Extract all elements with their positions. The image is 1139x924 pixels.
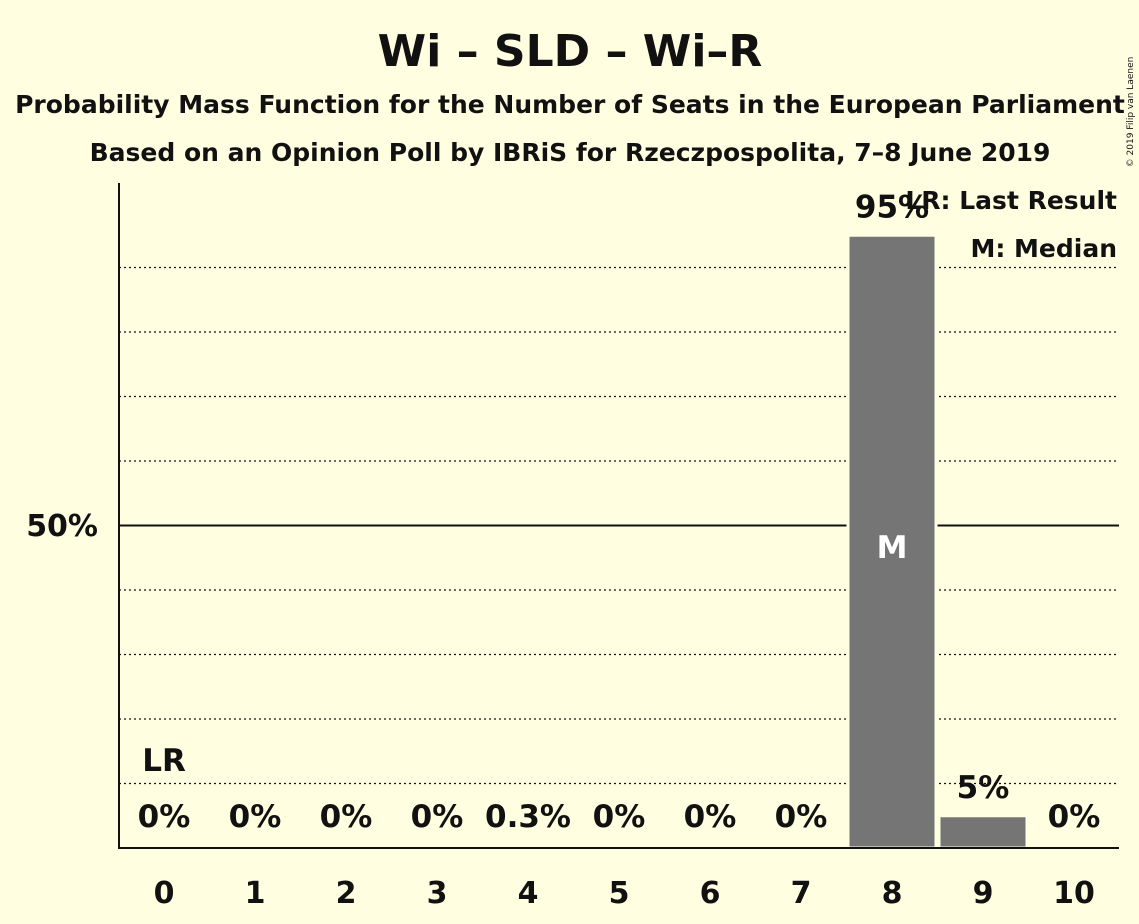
chart-title: Wi – SLD – Wi–R (378, 26, 763, 77)
last-result-marker: LR (142, 743, 186, 779)
bar-value-label-1: 0% (229, 799, 282, 835)
bar-value-label-2: 0% (320, 799, 373, 835)
bar-value-label-0: 0% (138, 799, 191, 835)
legend-median: M: Median (970, 234, 1117, 263)
gridlines (119, 266, 1119, 785)
x-tick-label-8: 8 (882, 876, 903, 911)
x-tick-label-7: 7 (791, 876, 812, 911)
bar-value-label-4: 0.3% (485, 799, 571, 835)
x-tick-labels: 0 1 2 3 4 5 6 7 8 9 10 (154, 876, 1095, 911)
bar-value-label-10: 0% (1048, 799, 1101, 835)
bar-value-labels: 0% LR 0% 0% 0% 0.3% 0% 0% 0% 95% M 5% 0% (138, 189, 1101, 835)
x-tick-label-4: 4 (518, 876, 539, 911)
chart-subtitle-2: Based on an Opinion Poll by IBRiS for Rz… (90, 138, 1051, 167)
x-tick-label-10: 10 (1053, 876, 1095, 911)
bar-value-label-6: 0% (684, 799, 737, 835)
x-tick-label-9: 9 (973, 876, 994, 911)
x-tick-label-0: 0 (154, 876, 175, 911)
x-tick-label-2: 2 (336, 876, 357, 911)
legend-last-result: LR: Last Result (905, 186, 1117, 215)
bar-value-label-7: 0% (775, 799, 828, 835)
bar-seat-9 (937, 814, 1029, 850)
x-tick-label-5: 5 (609, 876, 630, 911)
y-tick-label-50: 50% (26, 509, 98, 544)
bar-value-label-8: 95% (855, 189, 929, 225)
chart-subtitle-1: Probability Mass Function for the Number… (15, 90, 1125, 119)
x-tick-label-3: 3 (427, 876, 448, 911)
x-tick-label-1: 1 (245, 876, 266, 911)
bar-value-label-5: 0% (593, 799, 646, 835)
copyright-notice: © 2019 Filip van Laenen (1126, 57, 1136, 168)
x-tick-label-6: 6 (700, 876, 721, 911)
bar-value-label-3: 0% (411, 799, 464, 835)
median-marker: M (877, 530, 908, 566)
bar-value-label-9: 5% (957, 770, 1010, 806)
